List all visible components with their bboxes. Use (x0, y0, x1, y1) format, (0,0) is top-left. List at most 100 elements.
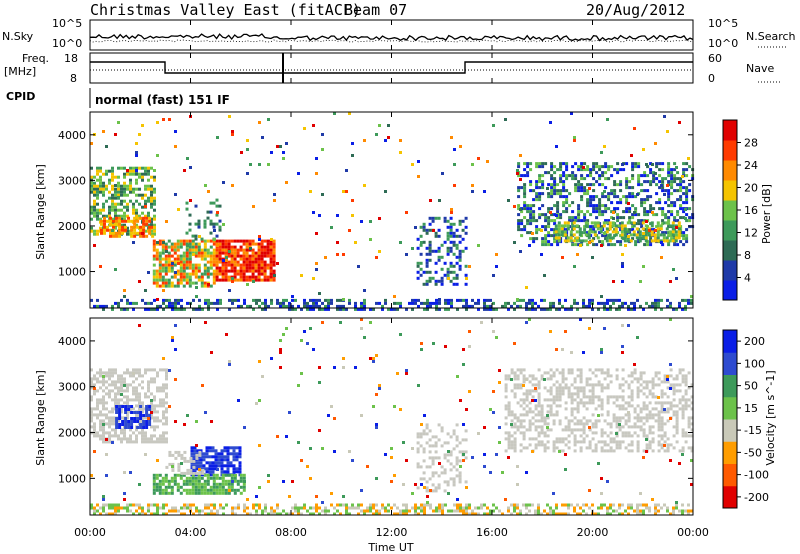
power-cell (520, 228, 524, 232)
power-cell (541, 162, 545, 166)
velocity-cell (612, 503, 615, 507)
velocity-cell (99, 401, 102, 405)
power-cell (438, 298, 441, 301)
power-cell (529, 168, 533, 172)
velocity-cell (546, 371, 550, 375)
power-cell (126, 208, 129, 212)
power-cell (553, 237, 557, 241)
velocity-cell (419, 444, 423, 448)
velocity-cell (99, 506, 102, 510)
power-cell (538, 186, 542, 190)
power-cell (212, 281, 216, 285)
power-cell (658, 186, 662, 190)
velocity-cell (212, 479, 216, 483)
power-cell (164, 284, 168, 288)
power-cell (150, 220, 153, 224)
power-cell (192, 253, 195, 256)
velocity-cell (405, 369, 408, 372)
velocity-cell (120, 386, 123, 390)
power-cell (598, 231, 602, 235)
power-cell (384, 190, 387, 193)
power-cell (573, 136, 576, 139)
power-cell (129, 199, 132, 203)
power-cell (673, 219, 677, 223)
velocity-cell (148, 423, 152, 426)
velocity-cell (428, 465, 432, 469)
power-cell (170, 248, 174, 252)
velocity-cell (675, 440, 679, 444)
power-cell (601, 165, 605, 169)
power-cell (126, 301, 129, 305)
power-cell (218, 248, 222, 252)
power-cell (191, 239, 195, 243)
power-cell (597, 301, 600, 305)
power-cell (203, 239, 207, 243)
velocity-cell (205, 467, 209, 471)
power-cell (165, 220, 168, 223)
velocity-cell (90, 398, 93, 402)
velocity-cell (630, 392, 634, 396)
velocity-cell (564, 425, 568, 429)
power-cell (120, 184, 123, 188)
power-cell (685, 201, 689, 205)
power-cell (90, 184, 93, 188)
velocity-cell (434, 450, 438, 454)
velocity-cell (102, 407, 105, 411)
power-cell (121, 225, 124, 229)
velocity-cell (507, 410, 511, 414)
power-cell (173, 248, 177, 252)
power-cell (655, 165, 659, 169)
velocity-cell (414, 512, 417, 516)
power-cell (102, 205, 105, 209)
power-cell (674, 236, 678, 240)
velocity-cell (381, 506, 384, 510)
velocity-cell (210, 509, 213, 513)
velocity-cell (141, 404, 144, 408)
velocity-cell (684, 392, 688, 396)
velocity-cell (372, 503, 375, 507)
velocity-cell (648, 509, 651, 513)
power-cell (254, 254, 258, 258)
power-cell (477, 244, 480, 247)
velocity-cell (516, 419, 520, 423)
velocity-cell (422, 471, 426, 475)
velocity-cell (141, 401, 144, 405)
power-cell (646, 174, 650, 178)
power-cell (523, 183, 527, 187)
power-cell (656, 224, 660, 228)
power-cell (517, 222, 521, 226)
power-cell (559, 174, 563, 178)
power-cell (161, 278, 165, 282)
power-cell (123, 217, 126, 221)
power-cell (429, 304, 432, 308)
velocity-cell (636, 416, 640, 420)
velocity-cell (114, 371, 117, 375)
power-cell (556, 207, 560, 211)
power-cell (651, 301, 654, 305)
power-cell (233, 269, 237, 273)
power-cell (661, 180, 665, 184)
velocity-cell (510, 389, 514, 393)
velocity-cell (510, 371, 514, 375)
power-cell (282, 151, 285, 154)
power-cell (690, 301, 693, 305)
velocity-cell (208, 455, 212, 459)
velocity-cell (564, 407, 568, 411)
velocity-cell (627, 431, 631, 435)
power-cell (646, 210, 650, 214)
power-cell (486, 298, 489, 302)
power-cell (127, 219, 130, 223)
power-cell (673, 180, 677, 184)
velocity-cell (148, 414, 152, 417)
velocity-cell (123, 401, 126, 405)
power-cell (251, 239, 255, 243)
velocity-cell (199, 449, 203, 453)
power-cell (248, 263, 252, 267)
velocity-cell (513, 440, 517, 444)
power-cell (550, 228, 554, 232)
velocity-cell (446, 459, 450, 463)
power-cell (532, 240, 536, 244)
power-cell (168, 304, 171, 308)
beam-label: Beam 07 (344, 1, 407, 19)
velocity-cell (118, 411, 122, 414)
